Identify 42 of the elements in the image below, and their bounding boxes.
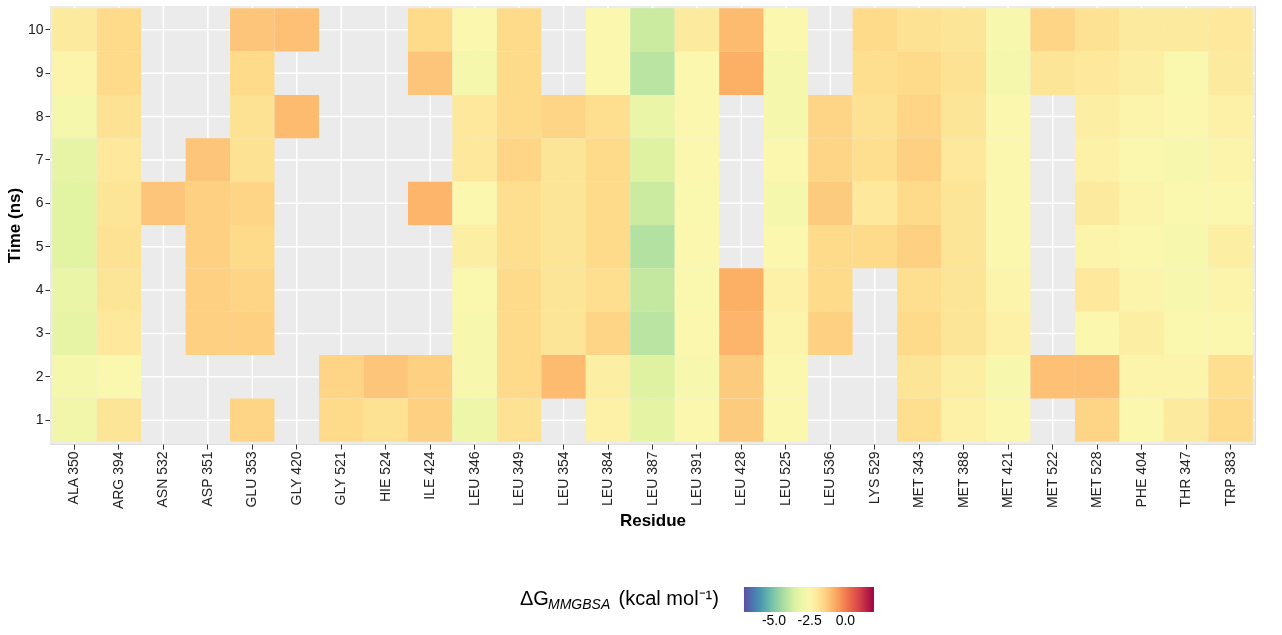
x-tick-label: LEU 428 xyxy=(732,451,749,506)
x-tick-label: GLU 353 xyxy=(243,451,260,508)
y-tick-label: 6 xyxy=(35,194,44,211)
color-bar-label: -5.0 xyxy=(761,612,787,628)
x-tick-label: LEU 525 xyxy=(776,451,793,506)
y-tick-label: 5 xyxy=(35,237,44,254)
x-tick-label: LEU 346 xyxy=(465,451,482,506)
x-tick-label: LEU 384 xyxy=(599,451,616,506)
x-tick-label: MET 343 xyxy=(910,451,927,509)
y-tick-label: 10 xyxy=(27,20,44,37)
y-tick-label: 3 xyxy=(35,324,44,341)
y-tick-label: 2 xyxy=(35,367,44,384)
x-tick-label: ASN 532 xyxy=(154,451,171,508)
x-tick-label: LEU 387 xyxy=(643,451,660,506)
x-tick-label: MET 522 xyxy=(1043,451,1060,509)
color-bar-label: 0.0 xyxy=(835,612,856,628)
x-tick-label: MET 421 xyxy=(999,451,1016,509)
x-tick-label: LYS 529 xyxy=(865,451,882,505)
x-tick-label: LEU 391 xyxy=(687,451,704,506)
y-tick-label: 4 xyxy=(35,281,44,298)
x-tick-label: MET 528 xyxy=(1088,451,1105,509)
x-tick-label: GLY 521 xyxy=(332,451,349,506)
x-tick-label: ARG 394 xyxy=(109,451,126,510)
x-tick-label: PHE 404 xyxy=(1132,451,1149,508)
y-axis-title: Time (ns) xyxy=(4,187,24,264)
x-tick-label: GLY 420 xyxy=(287,451,304,506)
color-bar-label: -2.5 xyxy=(797,612,822,628)
y-tick-label: 7 xyxy=(35,150,44,167)
x-axis-title: Residue xyxy=(619,511,687,531)
x-tick-label: LEU 354 xyxy=(554,451,571,506)
x-tick-label: HIE 524 xyxy=(376,451,393,503)
y-tick-label: 8 xyxy=(35,107,44,124)
x-tick-label: TRP 383 xyxy=(1221,451,1238,507)
x-tick-label: LEU 349 xyxy=(510,451,527,506)
x-tick-label: THR 347 xyxy=(1177,451,1194,508)
y-tick-label: 1 xyxy=(35,411,44,428)
x-tick-label: ILE 424 xyxy=(421,451,438,500)
x-tick-label: LEU 536 xyxy=(821,451,838,506)
y-tick-label: 9 xyxy=(35,64,44,81)
x-tick-label: ALA 350 xyxy=(65,451,82,505)
x-tick-label: MET 388 xyxy=(954,451,971,509)
x-tick-label: ASP 351 xyxy=(198,451,215,507)
